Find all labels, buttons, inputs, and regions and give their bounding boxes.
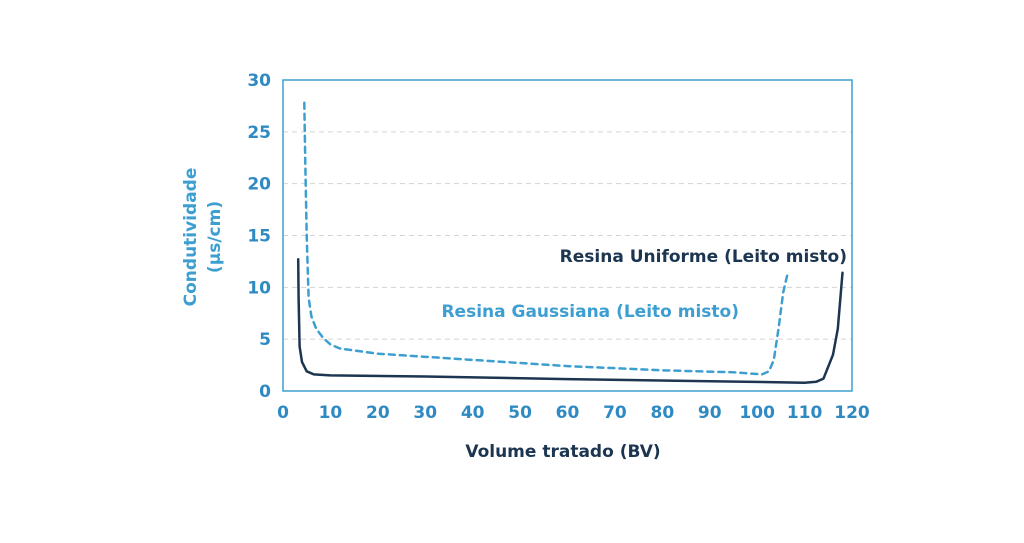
y-tick-label-20: 20	[247, 175, 271, 195]
y-tick-label-25: 25	[247, 123, 271, 143]
x-axis-title: Volume tratado (BV)	[465, 442, 660, 462]
plot-frame-layer	[282, 79, 853, 392]
x-tick-label-30: 30	[413, 403, 437, 423]
x-tick-label-120: 120	[834, 403, 870, 423]
y-tick-label-30: 30	[247, 71, 271, 91]
x-tick-label-110: 110	[787, 403, 823, 423]
x-tick-label-20: 20	[366, 403, 390, 423]
y-tick-label-15: 15	[247, 227, 271, 247]
series-layer	[296, 101, 844, 384]
y-axis-title-line-2: (µs/cm)	[205, 201, 225, 273]
x-tick-label-50: 50	[508, 403, 532, 423]
series-line-resina-uniforme	[296, 258, 844, 384]
x-tick-label-40: 40	[461, 403, 485, 423]
grid-layer	[283, 131, 852, 340]
plot-frame	[282, 79, 853, 392]
y-tick-labels: 0 5 10 15 20 25 30	[247, 71, 271, 402]
x-tick-label-0: 0	[277, 403, 289, 423]
y-axis-title-line-1: Condutividade	[181, 168, 201, 307]
series-label-resina-gaussiana: Resina Gaussiana (Leito misto)	[441, 302, 739, 322]
x-tick-label-10: 10	[319, 403, 343, 423]
y-tick-label-10: 10	[247, 278, 271, 298]
series-label-resina-uniforme: Resina Uniforme (Leito misto)	[560, 247, 847, 267]
x-tick-label-70: 70	[603, 403, 627, 423]
x-tick-label-80: 80	[650, 403, 674, 423]
x-tick-label-60: 60	[556, 403, 580, 423]
x-tick-labels: 0 10 20 30 40 50 60 70 80 90 100 110 120	[277, 403, 870, 423]
x-tick-label-90: 90	[698, 403, 722, 423]
x-tick-label-100: 100	[739, 403, 775, 423]
y-tick-label-5: 5	[259, 330, 271, 350]
y-tick-label-0: 0	[259, 382, 271, 402]
series-line-resina-gaussiana	[303, 101, 790, 376]
